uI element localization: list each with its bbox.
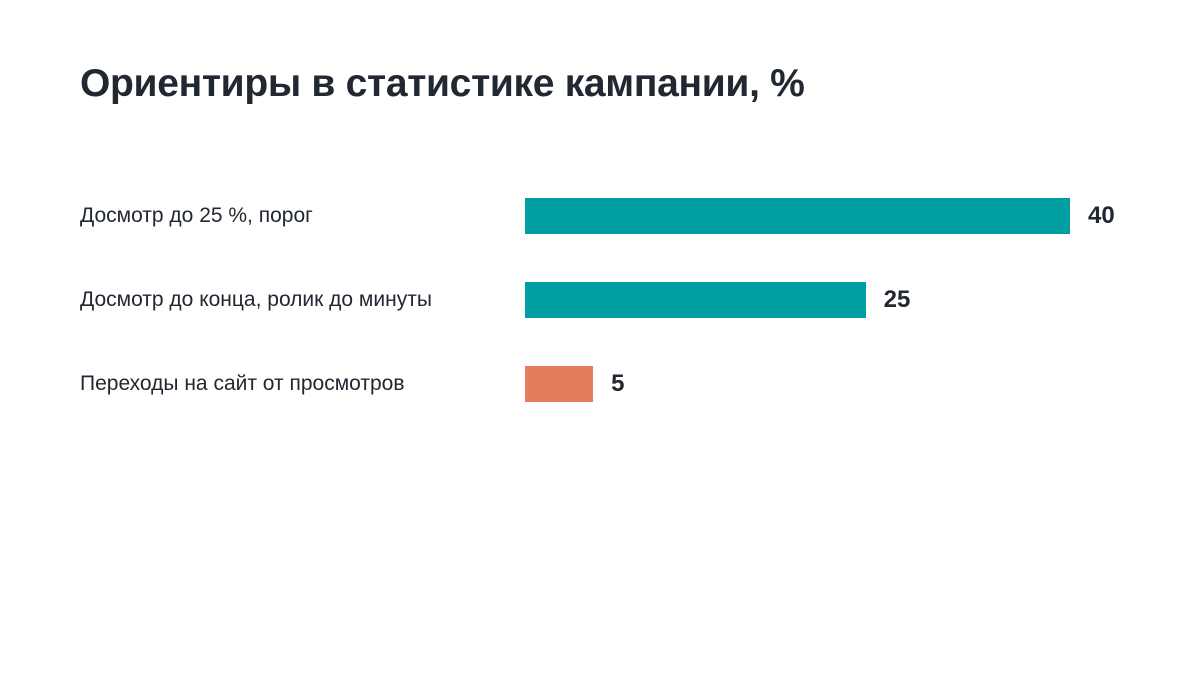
category-label: Досмотр до 25 %, порог — [80, 204, 313, 227]
category-label: Переходы на сайт от просмотров — [80, 372, 405, 395]
value-label: 5 — [611, 370, 625, 397]
bar — [525, 366, 594, 402]
bar — [525, 198, 1070, 234]
category-label: Досмотр до конца, ролик до минуты — [80, 288, 432, 311]
chart-title: Ориентиры в статистике кампании, % — [80, 62, 805, 105]
bar — [525, 282, 866, 318]
value-label: 25 — [883, 286, 911, 313]
value-label: 40 — [1088, 202, 1115, 229]
